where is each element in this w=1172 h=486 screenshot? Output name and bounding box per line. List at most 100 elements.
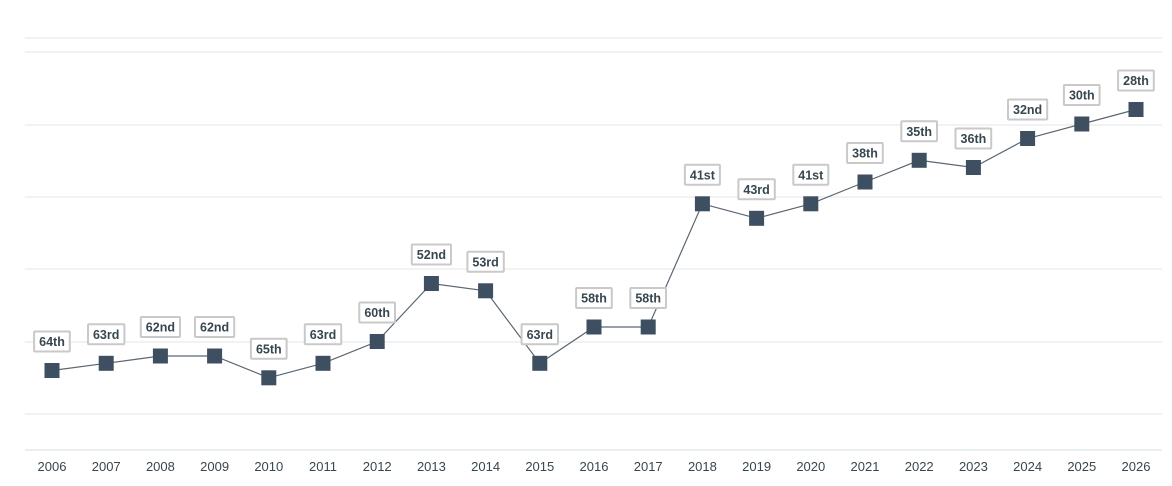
- data-label-box: [629, 287, 667, 309]
- data-point: [152, 348, 168, 364]
- data-label: 64th: [33, 330, 71, 353]
- data-point: [586, 319, 602, 335]
- data-point: [315, 355, 331, 371]
- x-tick-label: 2010: [254, 459, 283, 474]
- data-label-box: [1007, 98, 1049, 121]
- data-label-box: [954, 127, 993, 150]
- data-label-box: [466, 250, 505, 273]
- data-label-box: [1062, 84, 1101, 106]
- data-label: 41st: [683, 163, 721, 186]
- data-label-box: [683, 163, 721, 186]
- data-label-box: [87, 323, 126, 346]
- data-point: [1020, 131, 1036, 146]
- data-label-box: [575, 287, 613, 309]
- data-label-text: 38th: [852, 147, 878, 161]
- x-tick-label: 2015: [525, 459, 554, 474]
- data-point: [98, 355, 114, 371]
- data-label-text: 62nd: [146, 321, 175, 335]
- data-label-text: 62nd: [200, 321, 229, 335]
- data-label: 58th: [629, 287, 667, 309]
- data-label: 65th: [249, 337, 288, 360]
- data-label-box: [249, 337, 288, 360]
- data-labels: 64th 63rd 62nd 62nd 65th 63rd 60th 52nd 53rd 63rd…: [33, 69, 1155, 360]
- data-label-box: [737, 178, 776, 201]
- data-label-text: 63rd: [310, 328, 336, 342]
- data-label-box: [1117, 69, 1155, 92]
- data-label-text: 30th: [1069, 89, 1095, 103]
- x-tick-label: 2009: [200, 459, 229, 474]
- x-tick-label: 2018: [688, 459, 717, 474]
- data-label-box: [33, 330, 71, 353]
- data-label-box: [303, 323, 343, 346]
- x-tick-label: 2013: [417, 459, 446, 474]
- data-label-text: 64th: [39, 335, 65, 349]
- data-label-text: 41st: [798, 168, 824, 182]
- x-tick-label: 2022: [905, 459, 934, 474]
- data-label: 60th: [358, 301, 396, 324]
- x-tick-label: 2021: [851, 459, 880, 474]
- data-label: 43rd: [737, 178, 776, 201]
- data-point: [261, 370, 277, 386]
- data-point: [423, 276, 439, 291]
- data-point: [911, 152, 927, 168]
- data-label: 36th: [954, 127, 993, 150]
- x-axis-ticks: 2006 2007 2008 2009 2010 2011 2012 2013 2014 2015…: [38, 459, 1151, 474]
- data-label: 30th: [1062, 84, 1101, 106]
- data-label: 35th: [900, 120, 938, 143]
- data-label: 52nd: [410, 243, 452, 266]
- data-label-text: 63rd: [527, 328, 553, 342]
- data-point: [694, 196, 710, 212]
- data-label: 63rd: [87, 323, 126, 346]
- x-tick-label: 2007: [92, 459, 121, 474]
- data-point: [749, 210, 765, 226]
- data-point: [640, 319, 656, 335]
- data-label-text: 52nd: [417, 248, 446, 262]
- data-point: [857, 174, 873, 190]
- x-tick-label: 2012: [363, 459, 392, 474]
- data-label: 38th: [846, 142, 884, 164]
- data-label: 58th: [575, 287, 613, 309]
- data-point: [803, 196, 819, 212]
- data-point: [532, 355, 548, 371]
- data-point: [44, 363, 60, 378]
- data-point: [1074, 116, 1090, 132]
- x-tick-label: 2016: [580, 459, 609, 474]
- data-label-text: 53rd: [472, 255, 498, 269]
- data-label: 62nd: [139, 316, 182, 338]
- data-label-text: 32nd: [1013, 103, 1042, 117]
- data-label-box: [139, 316, 182, 338]
- data-label-text: 43rd: [743, 183, 769, 197]
- data-label-text: 28th: [1123, 74, 1149, 88]
- x-tick-label: 2008: [146, 459, 175, 474]
- data-point: [1128, 102, 1144, 117]
- data-label-text: 36th: [961, 132, 987, 146]
- data-label-text: 60th: [364, 306, 390, 320]
- data-label-box: [194, 316, 236, 338]
- data-label: 53rd: [466, 250, 505, 273]
- x-tick-label: 2014: [471, 459, 500, 474]
- data-label-box: [792, 163, 830, 186]
- data-label-text: 58th: [581, 292, 607, 306]
- x-tick-label: 2023: [959, 459, 988, 474]
- data-label: 63rd: [520, 323, 559, 346]
- data-label-text: 65th: [256, 342, 282, 356]
- data-label-box: [410, 243, 452, 266]
- x-tick-label: 2006: [38, 459, 67, 474]
- data-label: 62nd: [194, 316, 236, 338]
- x-tick-label: 2011: [309, 459, 337, 474]
- data-label-box: [358, 301, 396, 324]
- data-label: 63rd: [303, 323, 343, 346]
- data-label-text: 35th: [906, 125, 932, 139]
- x-tick-label: 2017: [634, 459, 663, 474]
- x-tick-label: 2020: [796, 459, 825, 474]
- x-tick-label: 2024: [1013, 459, 1042, 474]
- data-point: [965, 160, 981, 175]
- data-label-box: [846, 142, 884, 164]
- data-label: 41st: [792, 163, 830, 186]
- data-label: 32nd: [1007, 98, 1049, 121]
- series-group: [44, 102, 1144, 386]
- data-point: [207, 348, 223, 364]
- data-label-text: 41st: [690, 168, 716, 182]
